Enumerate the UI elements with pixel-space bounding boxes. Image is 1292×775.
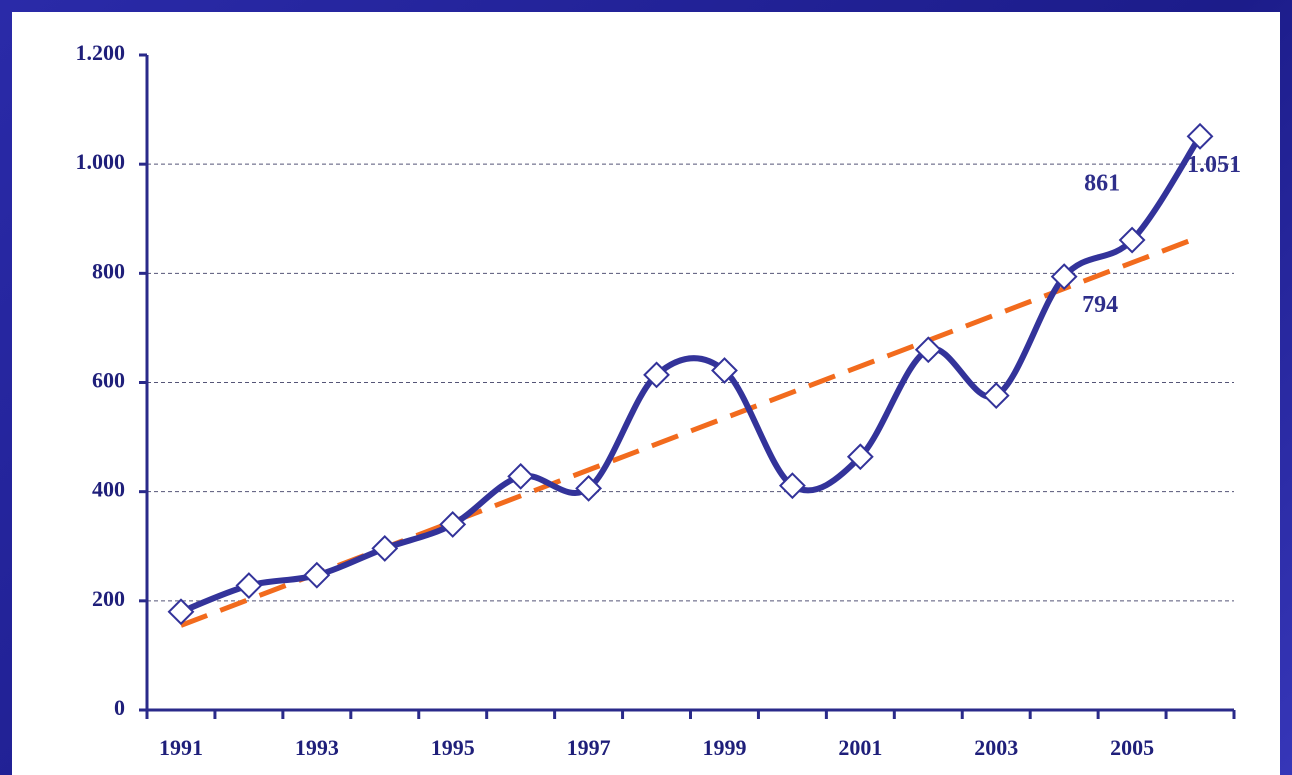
data-point — [982, 382, 1010, 410]
y-tick-label: 0 — [114, 695, 125, 720]
plot-background — [12, 12, 1280, 775]
y-tick-label: 200 — [92, 586, 125, 611]
data-point — [507, 462, 535, 490]
data-point — [575, 474, 603, 502]
data-point — [167, 598, 195, 626]
data-point — [778, 472, 806, 500]
data-point — [1186, 122, 1214, 150]
data-point — [846, 443, 874, 471]
data-point — [235, 572, 263, 599]
y-tick-label: 400 — [92, 477, 125, 502]
data-point — [439, 511, 467, 538]
data-label: 861 — [1084, 171, 1120, 197]
data-point — [303, 561, 331, 589]
data-label: 1.051 — [1187, 152, 1241, 178]
y-tick-label: 600 — [92, 368, 125, 393]
data-point — [1050, 263, 1078, 291]
data-point — [914, 336, 942, 364]
x-tick-label: 2001 — [838, 735, 882, 760]
data-point — [1118, 226, 1146, 254]
x-tick-label: 1999 — [702, 735, 746, 760]
y-tick-label: 1.200 — [76, 40, 126, 65]
x-tick-label: 2003 — [974, 735, 1018, 760]
x-tick-label: 2005 — [1110, 735, 1154, 760]
data-label: 794 — [1082, 292, 1118, 318]
data-point — [371, 535, 399, 562]
data-point — [643, 361, 670, 389]
y-tick-label: 1.000 — [76, 149, 126, 174]
x-tick-label: 1997 — [567, 735, 611, 760]
data-point — [711, 357, 738, 384]
x-tick-label: 1995 — [431, 735, 475, 760]
y-tick-label: 800 — [92, 258, 125, 283]
x-tick-label: 1993 — [295, 735, 339, 760]
x-tick-label: 1991 — [159, 735, 203, 760]
